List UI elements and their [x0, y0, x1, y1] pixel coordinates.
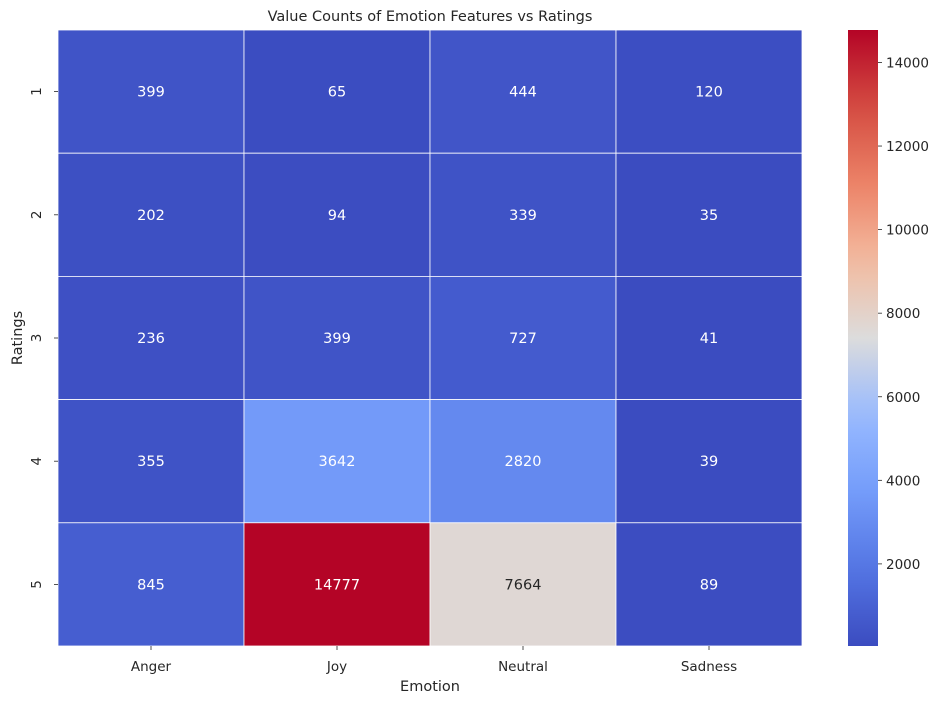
heatmap-cell-value: 41 [700, 331, 718, 347]
colorbar-tick-label: 12000 [886, 139, 929, 155]
y-tick-label: 2 [29, 211, 45, 220]
y-tick-label: 1 [29, 87, 45, 96]
heatmap-cell [429, 29, 617, 154]
heatmap-cell [615, 29, 803, 154]
heatmap-cell-value: 339 [509, 208, 537, 224]
heatmap-cell [615, 399, 803, 524]
x-tick-label: Anger [131, 659, 172, 675]
y-axis-label: Ratings [10, 311, 26, 365]
heatmap-cell-value: 236 [137, 331, 165, 347]
heatmap-cell-value: 399 [323, 331, 351, 347]
heatmap-cell-value: 89 [700, 577, 718, 593]
heatmap-cell [429, 152, 617, 277]
heatmap-cell [57, 29, 245, 154]
x-tick-label: Sadness [681, 659, 737, 675]
heatmap-cell [429, 522, 617, 647]
heatmap-cell [615, 275, 803, 400]
heatmap-cell [429, 399, 617, 524]
x-axis-label: Emotion [400, 679, 460, 695]
colorbar-tick-label: 4000 [886, 473, 920, 489]
colorbar-tick-label: 10000 [886, 223, 929, 239]
heatmap-cell-value: 35 [700, 208, 718, 224]
heatmap-cell [57, 152, 245, 277]
heatmap-cell-value: 39 [700, 454, 718, 470]
heatmap-cell-value: 399 [137, 85, 165, 101]
heatmap-cell-value: 120 [695, 85, 723, 101]
colorbar-tick-label: 14000 [886, 55, 929, 71]
chart-title: Value Counts of Emotion Features vs Rati… [268, 9, 593, 25]
heatmap-cell [615, 522, 803, 647]
heatmap-cell [615, 152, 803, 277]
heatmap-cell [243, 152, 431, 277]
y-tick-label: 3 [29, 334, 45, 343]
y-axis-ticks: 1 2 3 4 5 [29, 87, 58, 589]
heatmap-cell [243, 522, 431, 647]
heatmap-cell-value: 65 [328, 85, 346, 101]
heatmap-cell [243, 399, 431, 524]
heatmap-cell-value: 7664 [505, 577, 542, 593]
heatmap-cell-value: 202 [137, 208, 165, 224]
heatmap-cell [57, 399, 245, 524]
colorbar [848, 30, 878, 646]
heatmap-cell [243, 29, 431, 154]
heatmap-cell-value: 2820 [505, 454, 542, 470]
heatmap-cell-value: 355 [137, 454, 165, 470]
heatmap-cell-value: 845 [137, 577, 165, 593]
heatmap-cell-labels: 399 65 444 120 202 94 339 35 236 399 727 41 355 3642 2… [137, 85, 723, 594]
heatmap-cell-value: 14777 [314, 577, 360, 593]
x-tick-label: Joy [326, 659, 347, 675]
x-axis-ticks: Anger Joy Neutral Sadness [131, 646, 737, 675]
y-tick-label: 4 [29, 457, 45, 466]
heatmap-cell-value: 94 [328, 208, 346, 224]
colorbar-tick-label: 6000 [886, 390, 920, 406]
colorbar-ticks: 2000 4000 6000 8000 10000 12000 14000 [878, 55, 929, 573]
heatmap-cells [57, 29, 803, 647]
colorbar-tick-label: 2000 [886, 557, 920, 573]
heatmap-cell-value: 3642 [319, 454, 356, 470]
x-tick-label: Neutral [498, 659, 548, 675]
heatmap-cell-value: 727 [509, 331, 537, 347]
y-tick-label: 5 [29, 580, 45, 589]
heatmap-cell-value: 444 [509, 85, 537, 101]
heatmap-cell [243, 275, 431, 400]
colorbar-tick-label: 8000 [886, 306, 920, 322]
heatmap-cell [57, 522, 245, 647]
